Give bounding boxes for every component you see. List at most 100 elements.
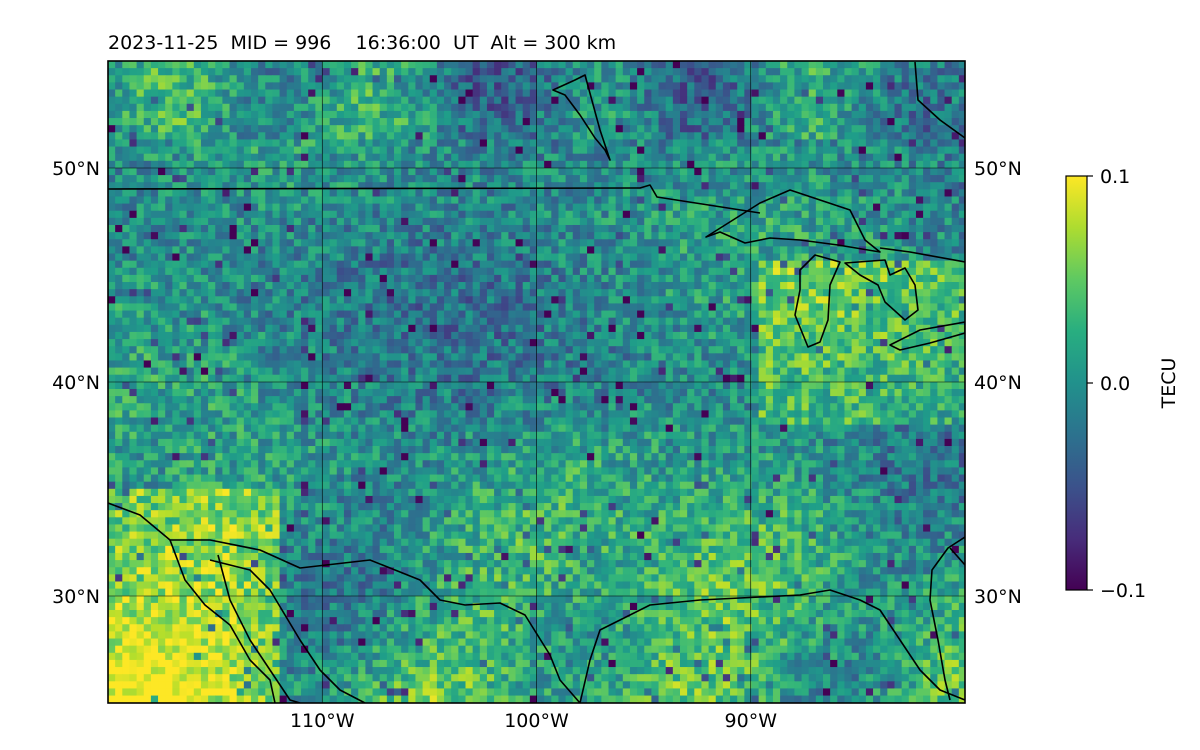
tec-cell bbox=[308, 310, 316, 319]
tec-cell bbox=[865, 68, 874, 76]
tec-cell bbox=[815, 303, 824, 312]
tec-cell bbox=[165, 68, 173, 76]
tec-cell bbox=[179, 217, 188, 226]
tec-cell bbox=[958, 167, 965, 176]
tec-cell bbox=[243, 189, 252, 198]
tec-cell bbox=[615, 282, 624, 290]
tec-cell bbox=[894, 61, 903, 69]
tec-cell bbox=[358, 110, 366, 119]
tec-cell bbox=[272, 239, 281, 247]
tec-cell bbox=[465, 203, 474, 212]
tec-cell bbox=[851, 146, 860, 155]
tec-cell bbox=[394, 132, 402, 141]
tec-cell bbox=[186, 310, 195, 319]
tec-cell bbox=[730, 196, 738, 205]
tec-cell bbox=[572, 110, 581, 119]
tec-cell bbox=[794, 346, 803, 354]
tec-cell bbox=[937, 189, 946, 198]
tec-cell bbox=[951, 246, 960, 255]
tec-cell bbox=[279, 89, 288, 98]
tec-cell bbox=[780, 296, 788, 305]
tec-cell bbox=[637, 125, 645, 133]
tec-cell bbox=[873, 303, 881, 312]
tec-cell bbox=[565, 253, 574, 262]
tec-cell bbox=[758, 239, 767, 247]
tec-cell bbox=[865, 274, 874, 283]
tec-cell bbox=[644, 339, 652, 347]
tec-cell bbox=[923, 239, 931, 247]
tec-cell bbox=[308, 146, 316, 155]
tec-cell bbox=[601, 203, 610, 212]
tec-cell bbox=[193, 182, 202, 190]
tec-cell bbox=[222, 61, 231, 69]
tec-cell bbox=[422, 196, 431, 205]
tec-cell bbox=[258, 203, 266, 212]
tec-cell bbox=[844, 289, 853, 297]
tec-cell bbox=[408, 175, 417, 183]
tec-cell bbox=[251, 146, 259, 155]
tec-cell bbox=[372, 146, 381, 155]
tec-cell bbox=[858, 282, 867, 290]
tec-cell bbox=[322, 253, 331, 262]
tec-cell bbox=[565, 353, 574, 362]
tec-cell bbox=[908, 89, 917, 98]
tec-cell bbox=[751, 253, 760, 262]
tec-cell bbox=[179, 289, 188, 297]
tec-cell bbox=[451, 317, 459, 326]
tec-cell bbox=[229, 96, 238, 105]
tec-cell bbox=[236, 189, 245, 198]
tec-cell bbox=[758, 260, 767, 269]
tec-cell bbox=[887, 232, 896, 240]
tec-cell bbox=[200, 346, 209, 354]
tec-cell bbox=[730, 182, 738, 190]
tec-cell bbox=[372, 267, 381, 276]
tec-cell bbox=[894, 232, 903, 240]
tec-cell bbox=[558, 96, 567, 105]
tec-cell bbox=[758, 246, 767, 255]
tec-cell bbox=[572, 289, 581, 297]
tec-cell bbox=[451, 339, 459, 347]
tec-cell bbox=[329, 153, 338, 162]
tec-cell bbox=[615, 253, 624, 262]
tec-cell bbox=[501, 331, 509, 340]
tec-cell bbox=[150, 346, 159, 354]
tec-cell bbox=[851, 196, 860, 205]
tec-cell bbox=[665, 310, 674, 319]
tec-cell bbox=[708, 289, 717, 297]
tec-cell bbox=[615, 89, 624, 98]
tec-cell bbox=[336, 146, 345, 155]
tec-cell bbox=[558, 210, 567, 219]
tec-cell bbox=[801, 196, 810, 205]
tec-cell bbox=[823, 282, 831, 290]
tec-cell bbox=[815, 125, 824, 133]
tec-cell bbox=[193, 82, 202, 91]
tec-cell bbox=[758, 189, 767, 198]
tec-cell bbox=[808, 282, 817, 290]
tec-cell bbox=[901, 125, 910, 133]
tec-cell bbox=[415, 189, 424, 198]
tec-cell bbox=[865, 182, 874, 190]
tec-cell bbox=[629, 282, 638, 290]
tec-cell bbox=[544, 125, 552, 133]
tec-cell bbox=[336, 125, 345, 133]
tec-cell bbox=[222, 89, 231, 98]
tec-cell bbox=[637, 118, 645, 126]
tec-cell bbox=[537, 182, 545, 190]
tec-cell bbox=[165, 331, 173, 340]
tec-cell bbox=[251, 296, 259, 305]
tec-cell bbox=[486, 232, 495, 240]
tec-cell bbox=[386, 331, 395, 340]
tec-cell bbox=[372, 317, 381, 326]
tec-cell bbox=[823, 217, 831, 226]
tec-cell bbox=[658, 175, 667, 183]
tec-cell bbox=[401, 196, 409, 205]
tec-cell bbox=[572, 103, 581, 112]
tec-cell bbox=[136, 339, 145, 347]
tec-cell bbox=[372, 310, 381, 319]
tec-cell bbox=[937, 210, 946, 219]
tec-cell bbox=[372, 260, 381, 269]
tec-cell bbox=[172, 82, 181, 91]
tec-cell bbox=[737, 282, 745, 290]
tec-cell bbox=[737, 224, 745, 233]
tec-cell bbox=[208, 353, 216, 362]
